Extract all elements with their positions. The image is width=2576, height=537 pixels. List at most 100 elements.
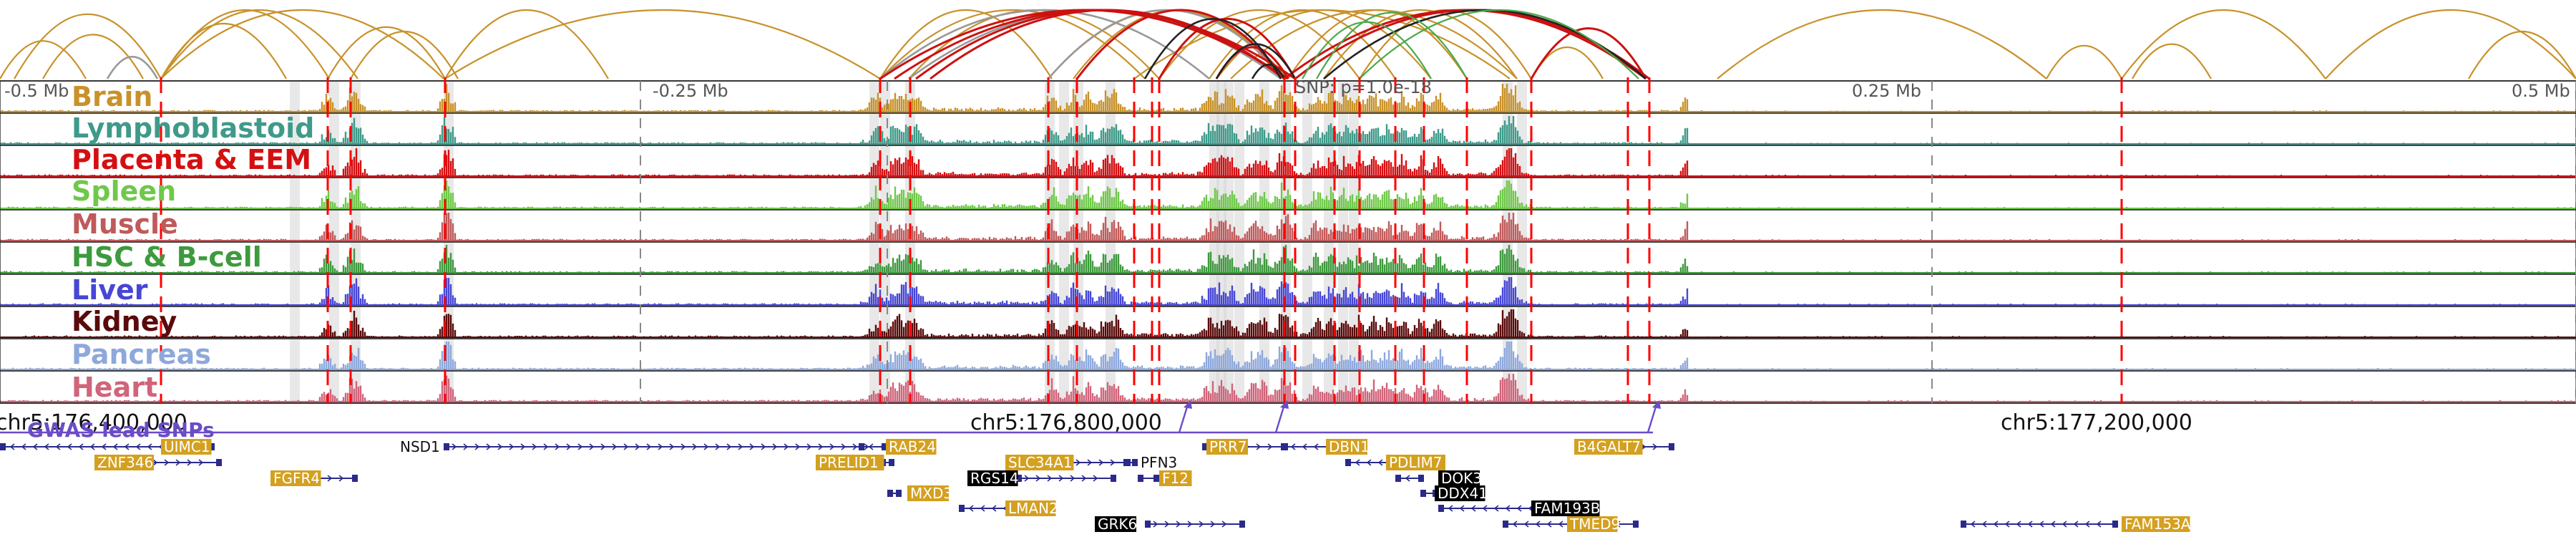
- loop-arc: [879, 9, 1210, 79]
- exon-block: [1395, 475, 1401, 482]
- gene-dbn1: DBN1: [1281, 438, 1370, 455]
- strand-arrows: [868, 443, 885, 450]
- loop-arc: [879, 9, 1146, 79]
- track-label-muscle: Muscle: [72, 208, 178, 240]
- gene-label-slc34a1: SLC34A1: [1008, 454, 1073, 471]
- gene-pdlim7: PDLIM7: [1345, 454, 1445, 471]
- gene-rab24: RAB24: [859, 438, 937, 455]
- gene-label-box: [1531, 500, 1600, 516]
- gene-label-nsd1: NSD1: [400, 438, 440, 455]
- gene-fgfr4: FGFR4: [270, 470, 358, 487]
- loop-arc: [327, 26, 446, 79]
- axis-gridlines: [640, 81, 2576, 403]
- loop-arc: [106, 56, 159, 79]
- gene-label-box: [816, 455, 884, 470]
- strand-arrows: [1290, 443, 1330, 450]
- gene-f12: F12: [1138, 470, 1192, 487]
- gene-label-box: [1435, 485, 1485, 501]
- track-label-heart: Heart: [72, 372, 157, 403]
- strand-arrows: [968, 505, 1008, 512]
- strand-arrows: [1448, 505, 1533, 512]
- gene-label-box: [1206, 439, 1248, 455]
- exon-block: [1418, 475, 1424, 482]
- gwas-lead-snp-marker: [1184, 400, 1192, 409]
- gene-label-box: [1005, 500, 1056, 516]
- exon-block: [1281, 443, 1287, 450]
- loop-arc: [42, 34, 144, 79]
- gene-label-mxd3: MXD3: [910, 485, 952, 502]
- coord-label-176400000: chr5:176,400,000: [0, 410, 187, 435]
- exon-block: [1123, 459, 1129, 466]
- gwas-lead-snp-stem: [1646, 404, 1658, 433]
- gene-label-box: [94, 455, 154, 470]
- exon-block: [1145, 521, 1151, 528]
- gene-label-b4galt7: B4GALT7: [1577, 438, 1641, 455]
- loop-arc: [350, 30, 459, 79]
- gwas-lead-snp-marker: [1280, 400, 1289, 409]
- gene-nsd1: NSD1: [400, 438, 887, 455]
- gene-label-pfn3: PFN3: [1141, 454, 1177, 471]
- loop-arc: [2325, 9, 2576, 79]
- gene-label-box: [1567, 516, 1618, 532]
- exon-block: [1633, 521, 1639, 528]
- tick-label-minus-0-25mb: -0.25 Mb: [653, 81, 728, 101]
- exon-block: [1138, 475, 1143, 482]
- gene-prr7: PRR7: [1202, 438, 1288, 455]
- gene-label-box: [1159, 470, 1192, 486]
- loop-arc: [1143, 18, 1282, 79]
- gene-fam193b: FAM193B: [1438, 500, 1601, 517]
- exon-block: [1153, 475, 1159, 482]
- exon-block: [2112, 521, 2118, 528]
- gene-label-box: [907, 485, 949, 501]
- gene-label-dbn1: DBN1: [1329, 438, 1370, 455]
- gwas-lead-snp-marker: [1652, 400, 1661, 409]
- track-label-spleen: Spleen: [72, 175, 176, 207]
- exon-block: [216, 459, 222, 466]
- gene-label-fam153a: FAM153A: [2124, 516, 2191, 533]
- gene-prelid1: PRELID1: [816, 454, 894, 471]
- strand-arrows: [452, 443, 869, 450]
- gene-label-box: [1095, 516, 1136, 532]
- tick-label-minus-0-5mb: -0.5 Mb: [4, 81, 69, 101]
- strand-arrows: [1024, 475, 1098, 482]
- gene-label-box: [1438, 470, 1480, 486]
- loop-arc: [0, 40, 87, 79]
- loop-arc: [1717, 9, 2047, 79]
- exon-block: [1345, 459, 1351, 466]
- loop-arc: [444, 9, 609, 79]
- chromatin-loop-arcs: [0, 9, 2576, 80]
- gene-label-grk6: GRK6: [1098, 516, 1137, 533]
- loop-arc: [1287, 9, 1468, 79]
- loop-arc: [160, 9, 358, 79]
- gene-label-uimc1: UIMC1: [164, 438, 210, 455]
- gwas-lead-snp-stem: [1274, 404, 1286, 433]
- snp-marker-lines: [160, 77, 2123, 403]
- exon-block: [1239, 521, 1245, 528]
- tick-label-0-5mb: 0.5 Mb: [2512, 81, 2570, 101]
- gene-label-fam193b: FAM193B: [1534, 500, 1601, 517]
- loop-arc: [2468, 30, 2576, 79]
- exon-block: [1669, 443, 1674, 450]
- gene-label-box: [1386, 455, 1445, 470]
- gene-label-ddx41: DDX41: [1438, 485, 1488, 502]
- gene-label-fgfr4: FGFR4: [273, 470, 320, 487]
- gene-dok3: DOK3: [1395, 470, 1482, 487]
- loop-arc: [14, 13, 162, 79]
- gene-label-box: [967, 470, 1018, 486]
- loop-arc: [1251, 64, 1286, 79]
- strand-arrows: [1355, 459, 1383, 466]
- gene-label-tmed9: TMED9: [1569, 516, 1620, 533]
- exon-block: [959, 505, 965, 512]
- loop-arc: [1158, 17, 1297, 79]
- exon-block: [209, 443, 215, 450]
- loop-arc: [160, 9, 330, 79]
- gwas-lead-snp-stem: [1178, 404, 1189, 433]
- gene-label-dok3: DOK3: [1441, 470, 1482, 487]
- loop-arc: [160, 9, 444, 79]
- exon-block: [889, 459, 894, 466]
- gene-rgs14: RGS14: [967, 470, 1116, 487]
- loop-arc: [1530, 27, 1647, 79]
- tracks-frame: [0, 80, 2576, 404]
- loop-arc: [444, 9, 881, 79]
- coord-label-176800000: chr5:176,800,000: [970, 410, 1162, 435]
